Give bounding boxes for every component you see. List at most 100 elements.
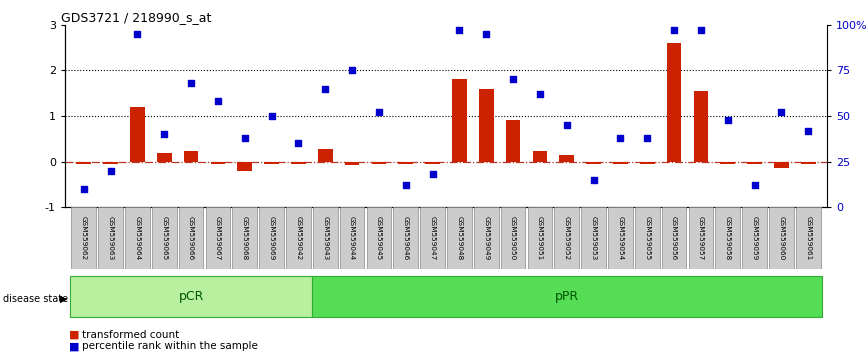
Bar (721, 161, 735, 164)
Bar (501, 207, 526, 269)
Text: GSM559048: GSM559048 (456, 216, 462, 260)
Bar (103, 161, 118, 164)
Point (613, 135, 627, 141)
Bar (747, 161, 762, 164)
Bar (635, 207, 660, 269)
Point (801, 128, 815, 133)
Text: ■: ■ (69, 330, 80, 339)
Point (506, 77, 520, 82)
Bar (178, 207, 204, 269)
Text: pCR: pCR (178, 290, 204, 303)
Bar (608, 207, 633, 269)
Bar (613, 161, 628, 164)
Point (372, 109, 386, 115)
Text: GSM559058: GSM559058 (725, 216, 731, 260)
Text: GSM559049: GSM559049 (483, 216, 489, 260)
Bar (76, 161, 91, 164)
Bar (640, 161, 655, 164)
Bar (398, 161, 413, 164)
Bar (688, 207, 714, 269)
Text: pPR: pPR (555, 290, 578, 303)
Text: ▶: ▶ (60, 294, 68, 304)
Bar (420, 207, 445, 269)
Text: GSM559045: GSM559045 (376, 216, 382, 260)
Bar (366, 207, 391, 269)
Bar (506, 120, 520, 161)
Bar (318, 149, 333, 161)
Bar (71, 207, 96, 269)
Point (292, 141, 306, 146)
Point (747, 182, 761, 188)
Bar (474, 207, 499, 269)
Point (77, 186, 91, 192)
Bar (98, 207, 123, 269)
Text: GSM559046: GSM559046 (403, 216, 409, 260)
Bar (447, 207, 472, 269)
Bar (796, 207, 821, 269)
Bar (479, 88, 494, 161)
Text: transformed count: transformed count (82, 330, 179, 339)
Point (158, 131, 171, 137)
Text: GSM559053: GSM559053 (591, 216, 597, 260)
Bar (662, 207, 687, 269)
Point (238, 135, 252, 141)
Point (559, 122, 573, 128)
Bar (372, 161, 386, 164)
Point (667, 27, 681, 33)
Text: GSM559061: GSM559061 (805, 216, 811, 260)
Bar (559, 155, 574, 161)
Text: GSM559042: GSM559042 (295, 216, 301, 260)
Bar (554, 207, 579, 269)
Bar (232, 207, 257, 269)
Text: GSM559064: GSM559064 (134, 216, 140, 260)
Point (586, 177, 600, 183)
Text: GSM559062: GSM559062 (81, 216, 87, 260)
Text: GSM559056: GSM559056 (671, 216, 677, 260)
Text: GSM559051: GSM559051 (537, 216, 543, 260)
Text: GSM559068: GSM559068 (242, 216, 248, 260)
Text: GSM559057: GSM559057 (698, 216, 704, 260)
Point (426, 171, 440, 177)
Text: GSM559044: GSM559044 (349, 216, 355, 260)
Bar (345, 161, 359, 165)
Text: ■: ■ (69, 341, 80, 351)
Bar (237, 161, 252, 171)
Point (184, 80, 198, 86)
Text: disease state: disease state (3, 294, 68, 304)
Point (774, 109, 788, 115)
Bar (742, 207, 767, 269)
Point (346, 68, 359, 73)
Point (131, 31, 145, 37)
Bar (291, 161, 306, 164)
Bar (157, 153, 171, 161)
Text: percentile rank within the sample: percentile rank within the sample (82, 341, 258, 351)
Text: GSM559069: GSM559069 (268, 216, 275, 260)
Bar (125, 207, 150, 269)
Bar (452, 79, 467, 161)
Point (399, 182, 413, 188)
Point (721, 117, 734, 122)
Bar (715, 207, 740, 269)
Bar (313, 207, 338, 269)
Bar (533, 152, 547, 161)
Point (319, 86, 333, 91)
Text: GSM559066: GSM559066 (188, 216, 194, 260)
Text: GSM559060: GSM559060 (779, 216, 785, 260)
Bar (286, 207, 311, 269)
Bar (264, 161, 279, 164)
Bar (527, 207, 553, 269)
Point (640, 135, 654, 141)
Text: GSM559055: GSM559055 (644, 216, 650, 260)
Text: GSM559047: GSM559047 (430, 216, 436, 260)
Point (694, 27, 708, 33)
Bar (393, 207, 418, 269)
Text: GSM559059: GSM559059 (752, 216, 758, 260)
Bar (152, 207, 177, 269)
Bar (184, 152, 198, 161)
Bar (774, 161, 789, 169)
Bar (769, 207, 794, 269)
Text: GDS3721 / 218990_s_at: GDS3721 / 218990_s_at (61, 11, 211, 24)
Bar (130, 107, 145, 161)
Point (265, 113, 279, 119)
Point (211, 98, 225, 104)
